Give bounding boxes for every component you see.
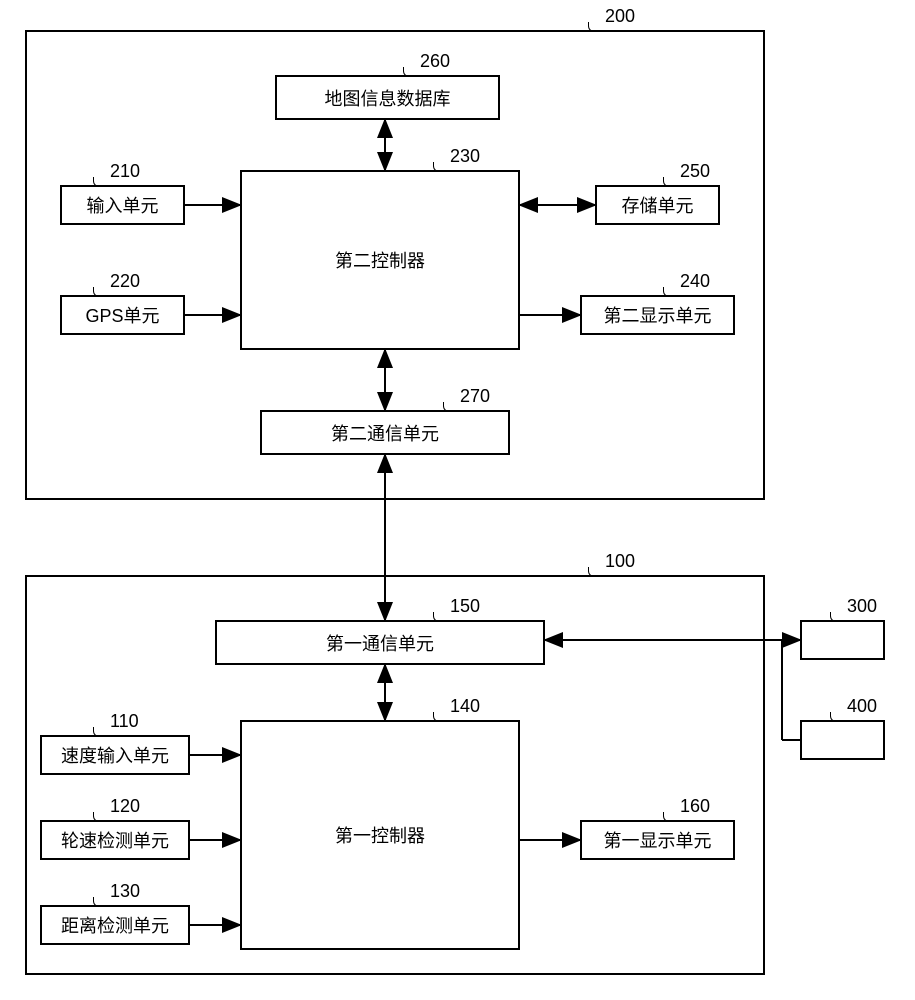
- node-label: 速度输入单元: [61, 742, 169, 768]
- ref-300: 300: [847, 596, 877, 617]
- ref-120: 120: [110, 796, 140, 817]
- ref-hook: [663, 812, 677, 822]
- ref-130: 130: [110, 881, 140, 902]
- node-label: 距离检测单元: [61, 912, 169, 938]
- node-label: 轮速检测单元: [61, 827, 169, 853]
- ref-hook: [93, 897, 107, 907]
- ref-hook: [433, 612, 447, 622]
- node-label: 输入单元: [87, 192, 159, 218]
- node-label: 第二控制器: [335, 247, 425, 273]
- node-ctrl1: 第一控制器: [240, 720, 520, 950]
- node-label: 第一通信单元: [326, 630, 434, 656]
- ref-hook: [433, 712, 447, 722]
- ref-240: 240: [680, 271, 710, 292]
- node-label: 第二通信单元: [331, 420, 439, 446]
- ref-hook: [433, 162, 447, 172]
- ref-100: 100: [605, 551, 635, 572]
- node-comm2: 第二通信单元: [260, 410, 510, 455]
- node-label: 存储单元: [622, 192, 694, 218]
- ref-210: 210: [110, 161, 140, 182]
- ref-260: 260: [420, 51, 450, 72]
- node-label: 第一控制器: [335, 822, 425, 848]
- ref-hook: [93, 812, 107, 822]
- ref-110: 110: [110, 711, 139, 732]
- node-label: GPS单元: [85, 302, 159, 328]
- node-disp2: 第二显示单元: [580, 295, 735, 335]
- ref-hook: [93, 177, 107, 187]
- ref-hook: [443, 402, 457, 412]
- ref-hook: [830, 712, 844, 722]
- node-label: 第二显示单元: [604, 302, 712, 328]
- node-speed-in: 速度输入单元: [40, 735, 190, 775]
- ref-hook: [663, 177, 677, 187]
- ref-140: 140: [450, 696, 480, 717]
- node-disp1: 第一显示单元: [580, 820, 735, 860]
- ref-270: 270: [460, 386, 490, 407]
- node-comm1: 第一通信单元: [215, 620, 545, 665]
- ref-hook: [663, 287, 677, 297]
- ref-220: 220: [110, 271, 140, 292]
- node-label: 地图信息数据库: [325, 85, 451, 111]
- ref-hook: [588, 567, 602, 577]
- ref-hook: [830, 612, 844, 622]
- node-ext400: [800, 720, 885, 760]
- node-input-unit: 输入单元: [60, 185, 185, 225]
- node-wheel-det: 轮速检测单元: [40, 820, 190, 860]
- ref-230: 230: [450, 146, 480, 167]
- node-dist-det: 距离检测单元: [40, 905, 190, 945]
- ref-400: 400: [847, 696, 877, 717]
- ref-150: 150: [450, 596, 480, 617]
- ref-hook: [93, 287, 107, 297]
- node-gps-unit: GPS单元: [60, 295, 185, 335]
- ref-hook: [403, 67, 417, 77]
- node-storage: 存储单元: [595, 185, 720, 225]
- ref-200: 200: [605, 6, 635, 27]
- ref-hook: [93, 727, 107, 737]
- node-label: 第一显示单元: [604, 827, 712, 853]
- ref-160: 160: [680, 796, 710, 817]
- ref-hook: [588, 22, 602, 32]
- node-ctrl2: 第二控制器: [240, 170, 520, 350]
- node-ext300: [800, 620, 885, 660]
- node-map-db: 地图信息数据库: [275, 75, 500, 120]
- ref-250: 250: [680, 161, 710, 182]
